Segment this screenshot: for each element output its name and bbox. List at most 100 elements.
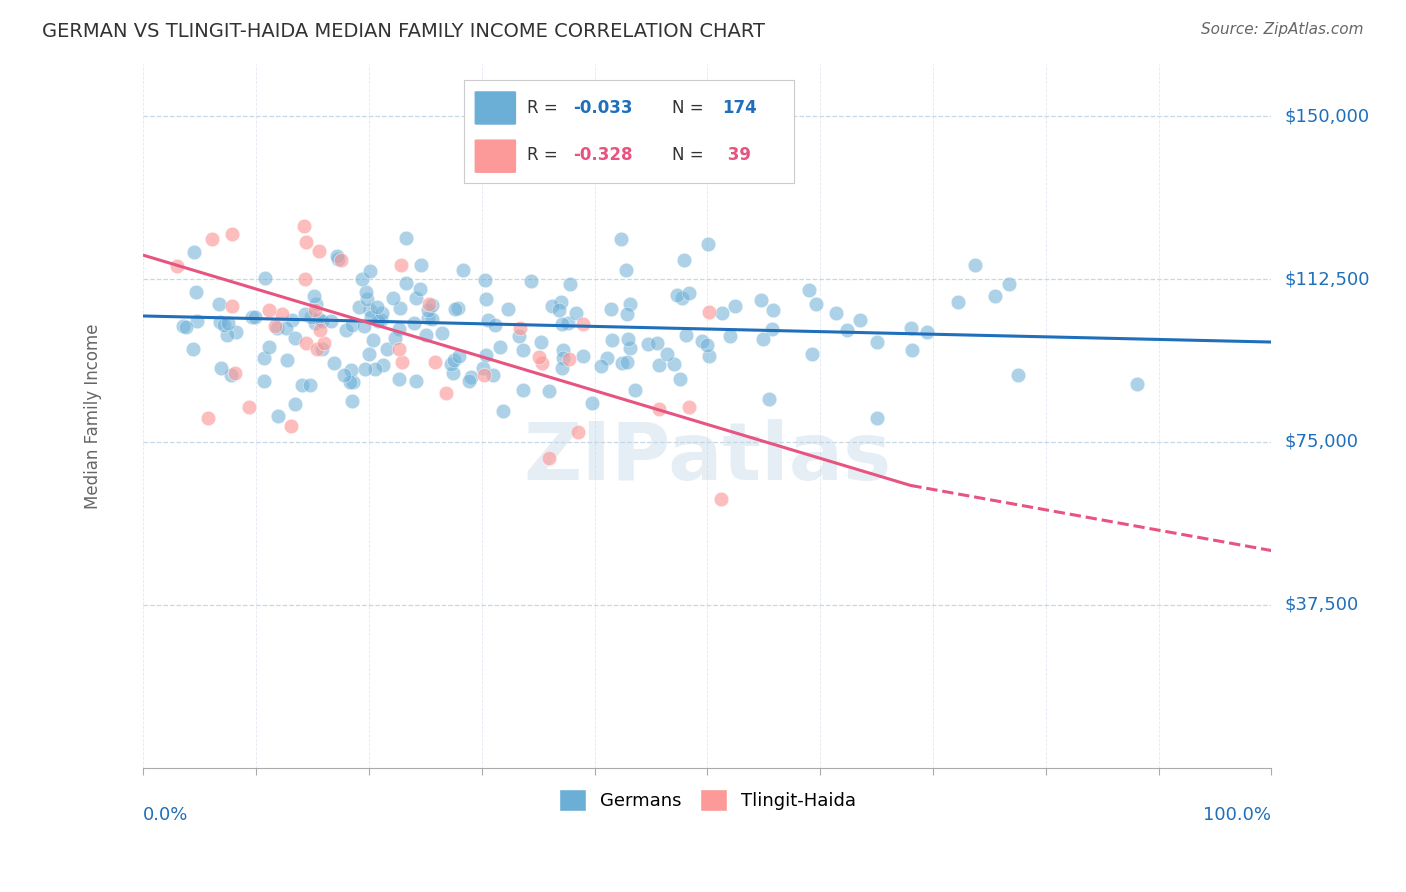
Point <box>416 311 439 326</box>
Point <box>648 402 671 417</box>
Point <box>900 321 922 335</box>
Point <box>307 343 329 357</box>
Point <box>671 291 693 305</box>
Point <box>352 271 374 285</box>
Point <box>484 318 506 332</box>
Text: -0.033: -0.033 <box>574 99 633 117</box>
Point <box>550 295 572 310</box>
Point <box>695 338 717 352</box>
Point <box>340 393 363 408</box>
Point <box>558 277 581 291</box>
Legend: Germans, Tlingit-Haida: Germans, Tlingit-Haida <box>551 782 863 819</box>
Point <box>359 303 381 318</box>
Point <box>616 262 638 277</box>
Point <box>240 310 263 324</box>
Point <box>415 327 437 342</box>
Point <box>948 295 970 310</box>
Point <box>271 307 294 321</box>
Point <box>645 335 668 350</box>
Point <box>474 273 496 287</box>
Point <box>208 315 231 329</box>
Point <box>221 298 243 312</box>
Point <box>353 318 375 333</box>
Point <box>581 396 603 410</box>
Point <box>616 355 638 369</box>
Point <box>595 351 617 366</box>
Point <box>342 318 364 332</box>
Point <box>553 351 575 365</box>
Text: N =: N = <box>672 146 709 164</box>
Point <box>388 301 411 315</box>
Point <box>551 317 574 331</box>
Point <box>183 244 205 259</box>
Point <box>600 302 623 317</box>
Point <box>311 314 333 328</box>
Point <box>557 316 579 330</box>
Point <box>217 317 239 331</box>
Text: Source: ZipAtlas.com: Source: ZipAtlas.com <box>1201 22 1364 37</box>
Point <box>404 316 426 330</box>
Point <box>527 350 550 364</box>
Point <box>280 418 302 433</box>
Point <box>364 361 387 376</box>
Point <box>201 232 224 246</box>
Point <box>394 276 416 290</box>
Point <box>443 302 465 317</box>
Point <box>308 312 330 326</box>
Point <box>565 306 588 320</box>
Point <box>762 302 785 317</box>
Point <box>304 302 326 317</box>
Point <box>666 288 689 302</box>
Point <box>512 383 534 397</box>
Point <box>553 343 575 358</box>
Point <box>391 354 413 368</box>
Point <box>420 298 443 312</box>
Point <box>749 293 772 308</box>
Text: $112,500: $112,500 <box>1285 270 1371 288</box>
Point <box>458 374 481 388</box>
Point <box>388 322 411 336</box>
Point <box>254 271 277 285</box>
Point <box>508 329 530 343</box>
Point <box>498 301 520 316</box>
Point <box>724 299 747 313</box>
Point <box>752 332 775 346</box>
Point <box>298 378 321 392</box>
Point <box>375 342 398 356</box>
Point <box>321 313 343 327</box>
Point <box>616 332 638 346</box>
Point <box>477 312 499 326</box>
Point <box>197 411 219 425</box>
Text: Median Family Income: Median Family Income <box>83 323 101 508</box>
Point <box>357 347 380 361</box>
Point <box>619 341 641 355</box>
Point <box>284 331 307 345</box>
Point <box>212 318 235 333</box>
Point <box>610 232 633 246</box>
Point <box>314 336 336 351</box>
Point <box>824 306 846 320</box>
Point <box>697 305 720 319</box>
Point <box>963 258 986 272</box>
Point <box>718 329 741 343</box>
Point <box>284 397 307 411</box>
Point <box>551 361 574 376</box>
Point <box>253 374 276 388</box>
Point <box>711 305 734 319</box>
Point <box>482 368 505 382</box>
Point <box>326 252 349 267</box>
Point <box>405 374 427 388</box>
Point <box>662 357 685 371</box>
Point <box>998 277 1021 291</box>
Point <box>460 370 482 384</box>
Point <box>697 349 720 363</box>
Point <box>432 326 454 340</box>
Point <box>253 351 276 366</box>
Text: 39: 39 <box>721 146 751 164</box>
Point <box>243 310 266 324</box>
Point <box>1126 377 1149 392</box>
Point <box>221 227 243 241</box>
Point <box>356 285 378 299</box>
Point <box>388 372 411 386</box>
Point <box>567 425 589 439</box>
